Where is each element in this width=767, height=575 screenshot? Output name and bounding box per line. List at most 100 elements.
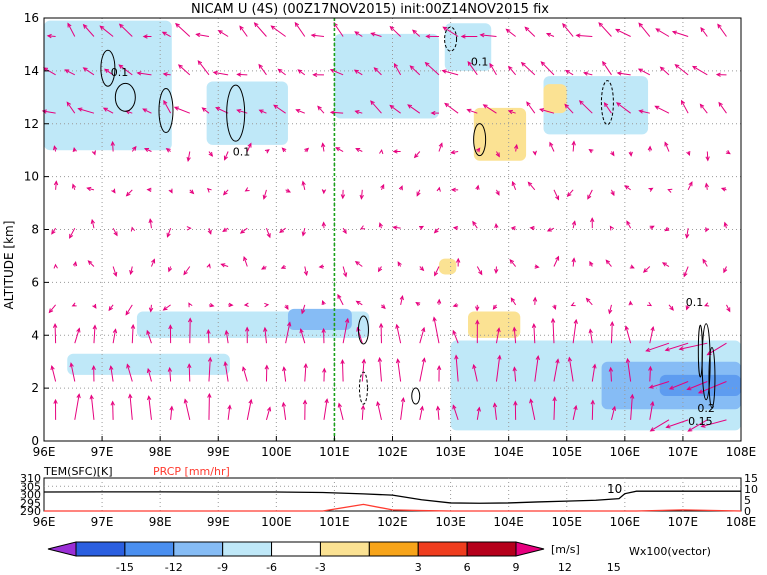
wind-vector [467, 109, 478, 114]
y-axis-label: ALTITUDE [km] [2, 221, 16, 310]
wind-vector [91, 219, 95, 229]
wind-vector-head [110, 140, 115, 146]
wind-vector-head [370, 100, 375, 106]
wind-vector-head [513, 143, 519, 150]
wind-vector-head [648, 384, 654, 389]
wind-vector [675, 64, 689, 76]
contour-label: 0.1 [471, 56, 489, 69]
contour-line [357, 315, 369, 345]
wind-vector [355, 110, 363, 114]
wind-vector-head [685, 233, 690, 239]
wind-vector [639, 110, 650, 114]
wind-vector-head [207, 229, 212, 235]
wind-vector [451, 151, 459, 154]
surface-x-tick: 96E [33, 515, 56, 529]
contour-line [444, 26, 458, 52]
wind-vector-head [573, 318, 578, 324]
wind-vector-head [678, 346, 684, 351]
wind-vector [304, 364, 307, 382]
wind-vector-head [605, 259, 611, 265]
wind-vector [215, 107, 229, 114]
wind-vector [562, 23, 574, 37]
wind-vector [643, 266, 651, 273]
wind-vector [662, 262, 670, 267]
wind-vector [302, 181, 306, 190]
wind-vector [242, 367, 248, 382]
wind-vector-head [674, 64, 680, 69]
wind-vector-head [564, 69, 570, 75]
wind-vector-head [571, 220, 577, 226]
wind-vector-head [592, 363, 597, 369]
wind-vector-head [452, 404, 457, 410]
wind-vector-head [460, 34, 466, 39]
wind-vector-head [415, 301, 421, 307]
wind-vector-head [495, 190, 500, 196]
wind-vector-head [258, 109, 264, 114]
surface-x-ticks: 96E 97E 98E 99E 100E 101E 102E 103E 104E 105E 106E… [33, 515, 757, 529]
wind-vector-head [66, 101, 71, 107]
wind-vector [142, 108, 152, 114]
wind-vector-head [377, 267, 383, 273]
wind-vector [42, 110, 56, 114]
wind-vector [163, 304, 171, 311]
wind-vector [259, 109, 267, 114]
colorbar-swatch [75, 541, 126, 557]
wind-vector-head [146, 367, 152, 374]
wind-vector-head [585, 297, 591, 303]
wind-vector-head [51, 229, 56, 235]
wind-vector-head [433, 228, 439, 234]
wind-vector [208, 357, 211, 382]
wind-vector-head [113, 231, 118, 237]
colorbar-tick-label: 15 [607, 561, 621, 574]
wind-vector [669, 381, 689, 390]
wind-vector-head [360, 404, 366, 410]
wind-vector [118, 64, 133, 76]
wind-vector-head [699, 103, 705, 109]
wind-vector [370, 100, 382, 114]
wind-vector-head [162, 306, 168, 311]
wind-vector-head [725, 149, 731, 155]
wind-vector [649, 401, 654, 420]
wind-vector [163, 100, 172, 114]
wind-vector [437, 406, 440, 420]
wind-vector-head [329, 68, 335, 73]
wind-vector-head [186, 226, 192, 231]
wind-vector-head [41, 109, 47, 114]
wind-vector-head [321, 142, 326, 148]
wind-vector [184, 399, 191, 420]
wind-vector [374, 67, 382, 76]
wind-vector [258, 64, 267, 76]
wind-vector [376, 401, 382, 420]
wind-vector-head [466, 108, 472, 113]
wind-vector-head [416, 191, 421, 197]
wind-vector-head [50, 364, 55, 371]
wind-vector [285, 322, 291, 344]
wind-vector [188, 364, 191, 382]
wind-vector-head [436, 186, 441, 192]
wind-vector [322, 143, 325, 152]
wind-vector-head [668, 385, 674, 390]
wind-vector [533, 324, 536, 344]
wind-vector-head [310, 33, 316, 38]
wind-vector-head [664, 141, 669, 147]
wind-vector [589, 329, 593, 344]
wind-vector [638, 22, 651, 37]
wind-vector-head [321, 299, 326, 306]
wind-vector [361, 405, 364, 420]
wind-vector [605, 259, 612, 267]
wind-vector-head [247, 142, 252, 148]
wind-vector [625, 326, 632, 344]
wind-vector [110, 366, 114, 382]
wind-vector-head [244, 187, 250, 192]
wind-vector-head [495, 152, 500, 158]
wind-vector-head [92, 303, 97, 309]
wind-vector-head [649, 225, 655, 230]
wind-vector-head [590, 217, 595, 223]
wind-vector-head [173, 106, 179, 111]
wind-vector [300, 329, 306, 344]
surface-left-tick: 300 [20, 489, 41, 502]
wind-vector [224, 362, 229, 382]
wind-vector [587, 189, 593, 199]
wind-vector [88, 260, 95, 267]
shaded-region [44, 20, 172, 151]
